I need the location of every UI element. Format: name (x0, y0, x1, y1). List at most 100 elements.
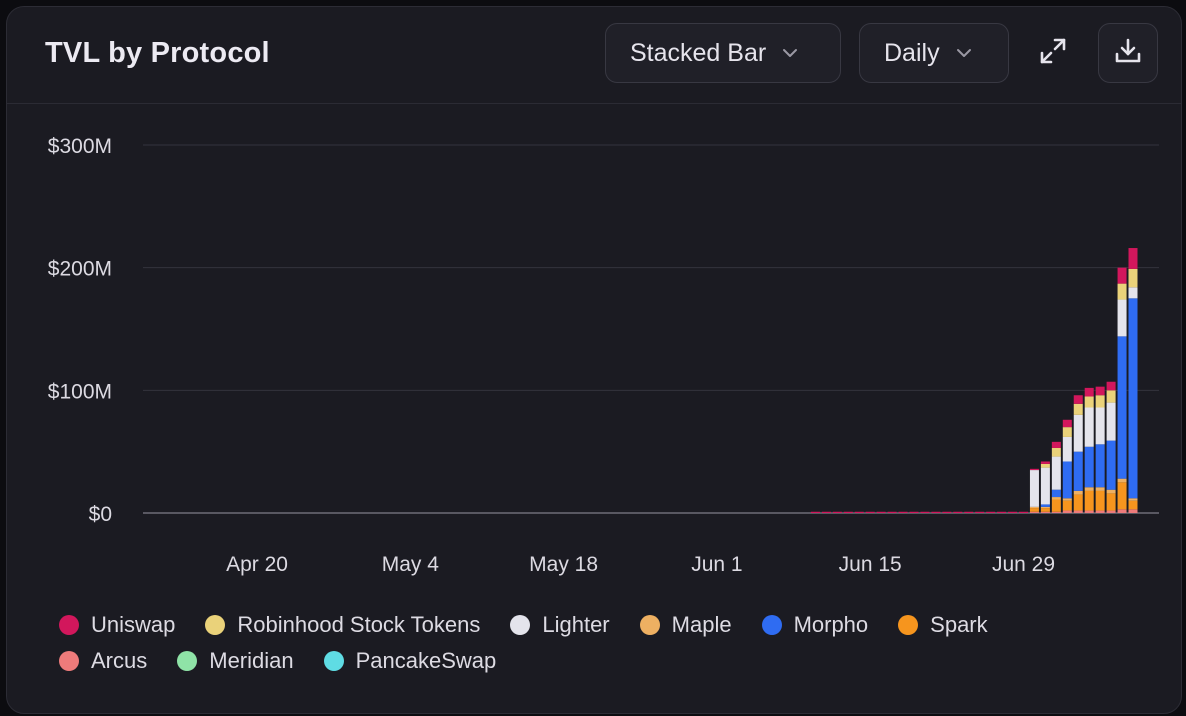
bar-segment-spark[interactable] (1117, 482, 1127, 510)
bar-segment-robinhood-stock-tokens[interactable] (1117, 283, 1127, 300)
bar-segment-uniswap[interactable] (931, 511, 941, 513)
bar-segment-uniswap[interactable] (1040, 461, 1050, 464)
bar-segment-uniswap[interactable] (843, 511, 853, 513)
bar-segment-lighter[interactable] (1040, 467, 1050, 505)
bar-segment-maple[interactable] (1062, 498, 1072, 501)
bar-segment-lighter[interactable] (1095, 407, 1105, 445)
bar-segment-morpho[interactable] (1095, 444, 1105, 488)
bar-segment-maple[interactable] (1073, 490, 1083, 495)
bar-segment-spark[interactable] (1095, 490, 1105, 511)
bar-segment-uniswap[interactable] (997, 511, 1007, 513)
legend-item[interactable]: Lighter (510, 612, 610, 638)
bar-segment-uniswap[interactable] (821, 511, 831, 513)
bar-segment-robinhood-stock-tokens[interactable] (1106, 390, 1116, 403)
bar-segment-morpho[interactable] (1073, 451, 1083, 491)
legend-item[interactable]: Meridian (177, 648, 294, 674)
bar-segment-lighter[interactable] (1029, 470, 1039, 507)
bar-segment-robinhood-stock-tokens[interactable] (1084, 396, 1094, 408)
bar-segment-morpho[interactable] (1106, 440, 1116, 490)
bar-segment-maple[interactable] (1040, 506, 1050, 509)
bar-segment-maple[interactable] (1106, 489, 1116, 494)
bar-segment-uniswap[interactable] (810, 511, 820, 513)
bar-segment-lighter[interactable] (1051, 456, 1061, 490)
bar-segment-uniswap[interactable] (1128, 248, 1138, 269)
bar-segment-uniswap[interactable] (1106, 381, 1116, 391)
bar-segment-uniswap[interactable] (1095, 386, 1105, 396)
bar-segment-spark[interactable] (1073, 494, 1083, 511)
bar-segment-uniswap[interactable] (942, 511, 952, 513)
bar-segment-robinhood-stock-tokens[interactable] (1062, 427, 1072, 437)
bar-segment-morpho[interactable] (1117, 336, 1127, 479)
bar-segment-spark[interactable] (1051, 499, 1061, 512)
bar-segment-lighter[interactable] (1117, 299, 1127, 337)
bar-segment-robinhood-stock-tokens[interactable] (1128, 268, 1138, 288)
expand-button[interactable] (1023, 23, 1083, 83)
bar-segment-arcus[interactable] (1128, 509, 1138, 513)
bar-segment-maple[interactable] (1095, 487, 1105, 491)
bar-segment-maple[interactable] (1051, 497, 1061, 500)
bar-segment-spark[interactable] (1106, 493, 1116, 511)
legend-item[interactable]: PancakeSwap (323, 648, 496, 674)
bar-segment-spark[interactable] (1062, 500, 1072, 511)
bar-segment-uniswap[interactable] (1084, 387, 1094, 397)
bar-segment-morpho[interactable] (1084, 446, 1094, 488)
bar-segment-lighter[interactable] (1073, 414, 1083, 452)
interval-dropdown[interactable]: Daily (859, 23, 1009, 83)
bar-segment-uniswap[interactable] (887, 511, 897, 513)
bar-segment-morpho[interactable] (1040, 504, 1050, 507)
bar-segment-uniswap[interactable] (909, 511, 919, 513)
bar-segment-arcus[interactable] (1106, 510, 1116, 513)
bar-segment-uniswap[interactable] (876, 511, 886, 513)
bar-segment-uniswap[interactable] (920, 511, 930, 513)
bar-segment-maple[interactable] (1084, 487, 1094, 491)
legend-item[interactable]: Robinhood Stock Tokens (205, 612, 480, 638)
bar-segment-uniswap[interactable] (1062, 419, 1072, 428)
legend-item[interactable]: Maple (639, 612, 732, 638)
bar-segment-uniswap[interactable] (1029, 468, 1039, 471)
bar-segment-lighter[interactable] (1084, 407, 1094, 447)
bar-segment-spark[interactable] (1128, 500, 1138, 510)
bar-segment-lighter[interactable] (1128, 287, 1138, 299)
bar-segment-arcus[interactable] (1117, 509, 1127, 513)
legend-item[interactable]: Arcus (59, 648, 147, 674)
bar-segment-uniswap[interactable] (854, 511, 864, 513)
legend-item[interactable]: Uniswap (59, 612, 175, 638)
bar-segment-arcus[interactable] (1095, 510, 1105, 513)
bar-segment-arcus[interactable] (1073, 510, 1083, 513)
bar-segment-maple[interactable] (1029, 506, 1039, 509)
bar-segment-robinhood-stock-tokens[interactable] (1040, 463, 1050, 468)
bar-segment-arcus[interactable] (1084, 510, 1094, 513)
bar-segment-uniswap[interactable] (975, 511, 985, 513)
bar-segment-uniswap[interactable] (953, 511, 963, 513)
bar-segment-arcus[interactable] (1040, 511, 1050, 513)
bar-segment-uniswap[interactable] (1051, 441, 1061, 448)
bar-segment-arcus[interactable] (1029, 511, 1039, 513)
bar-segment-spark[interactable] (1084, 490, 1094, 511)
bar-segment-uniswap[interactable] (1117, 267, 1127, 284)
bar-segment-lighter[interactable] (1062, 436, 1072, 462)
bar-segment-morpho[interactable] (1062, 461, 1072, 499)
bar-segment-uniswap[interactable] (986, 511, 996, 513)
bar-segment-uniswap[interactable] (832, 511, 842, 513)
bar-segment-morpho[interactable] (1051, 489, 1061, 498)
bar-segment-morpho[interactable] (1128, 298, 1138, 499)
bar-segment-uniswap[interactable] (964, 511, 974, 513)
bar-segment-lighter[interactable] (1106, 402, 1116, 441)
bar-segment-robinhood-stock-tokens[interactable] (1073, 403, 1083, 415)
bar-segment-maple[interactable] (1117, 478, 1127, 483)
bar-segment-uniswap[interactable] (1008, 511, 1018, 513)
download-button[interactable] (1098, 23, 1158, 83)
bar-segment-maple[interactable] (1128, 498, 1138, 501)
bar-segment-spark[interactable] (1029, 508, 1039, 512)
chart-type-dropdown[interactable]: Stacked Bar (605, 23, 841, 83)
bar-segment-uniswap[interactable] (1073, 395, 1083, 404)
bar-segment-arcus[interactable] (1051, 511, 1061, 513)
bar-segment-uniswap[interactable] (865, 511, 875, 513)
legend-item[interactable]: Spark (898, 612, 988, 638)
legend-item[interactable]: Morpho (761, 612, 868, 638)
bar-segment-arcus[interactable] (1062, 510, 1072, 513)
bar-segment-uniswap[interactable] (1019, 511, 1028, 513)
bar-segment-robinhood-stock-tokens[interactable] (1051, 447, 1061, 457)
bar-segment-uniswap[interactable] (898, 511, 908, 513)
bar-segment-robinhood-stock-tokens[interactable] (1095, 395, 1105, 408)
